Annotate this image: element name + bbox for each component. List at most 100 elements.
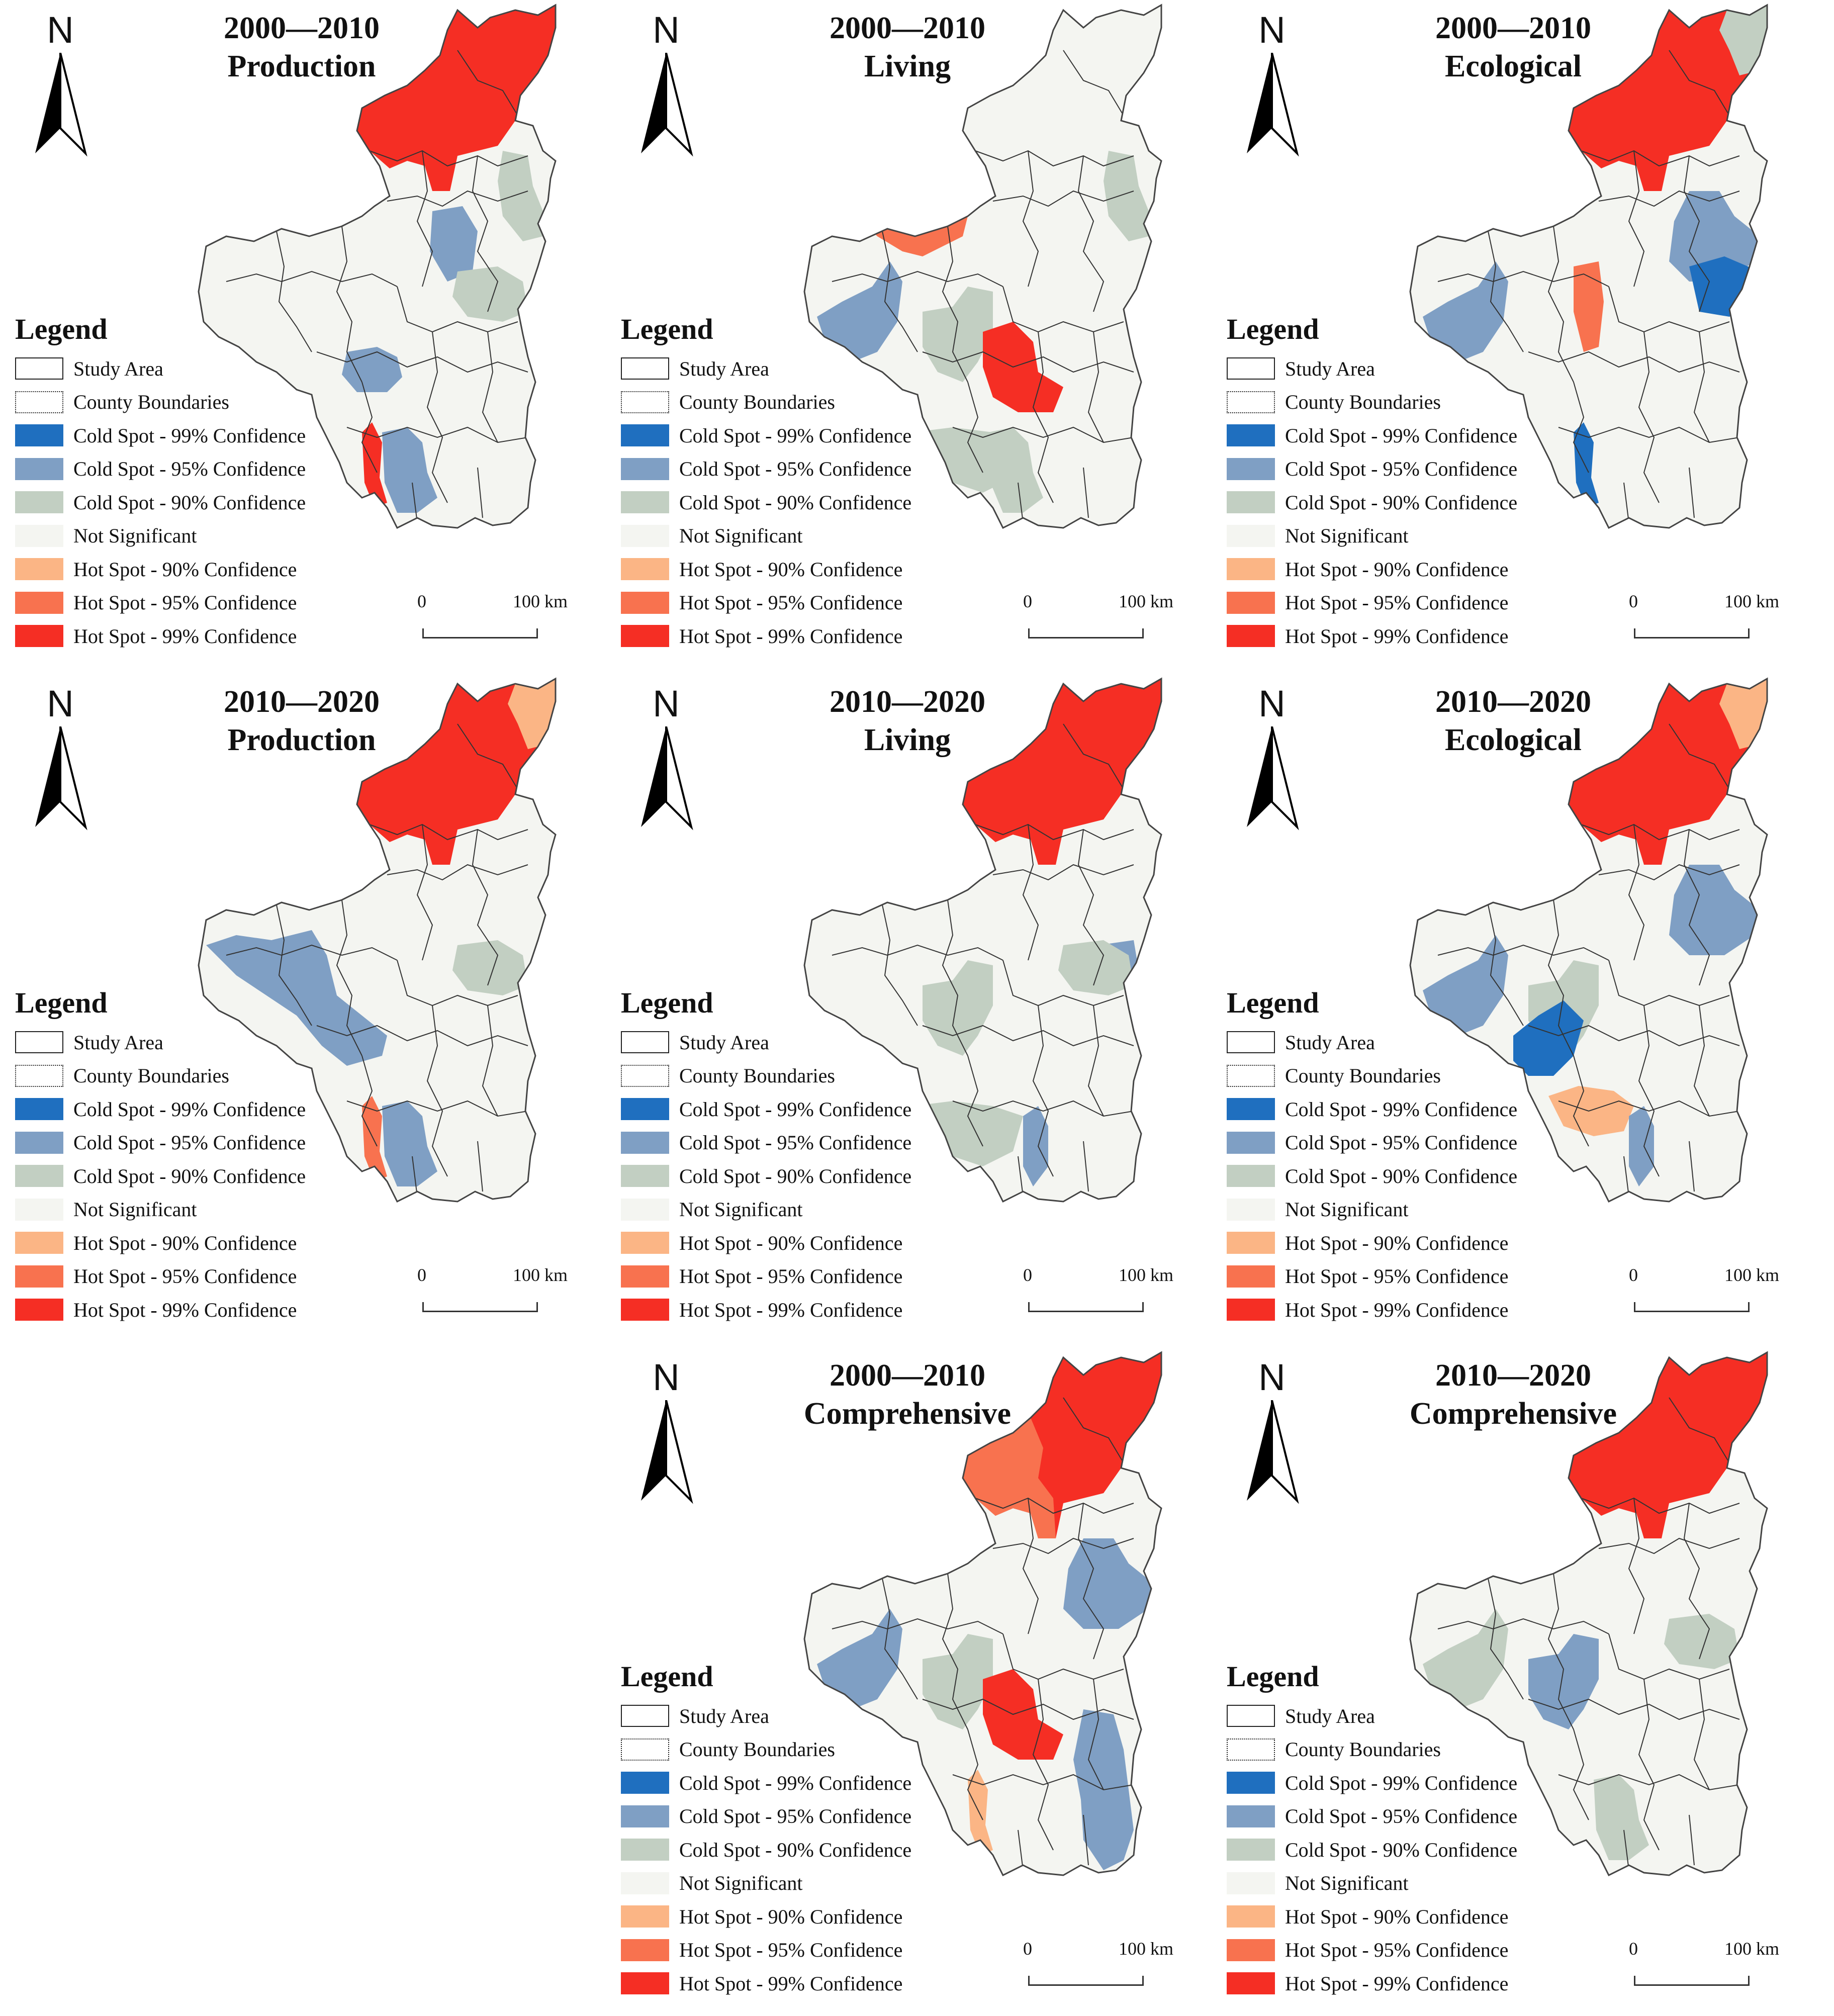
county-boundary-3: [1488, 231, 1524, 352]
zone-west-diag-cold95: [206, 930, 387, 1066]
county-boundary-5: [397, 286, 518, 333]
legend-label: County Boundaries: [1285, 391, 1441, 414]
map-panel-4: 2010—2020 Production N Legend Study Area…: [0, 674, 603, 1342]
county-boundary-5: [1608, 1633, 1730, 1680]
county-boundary-12: [952, 1100, 1134, 1117]
legend-swatch: [15, 424, 63, 447]
study-area-map: [198, 677, 557, 1203]
legend-label: Cold Spot - 90% Confidence: [679, 1164, 912, 1187]
county-boundary-14: [1689, 467, 1695, 518]
scale-bar-line: [422, 1302, 538, 1312]
legend-swatch: [621, 1738, 669, 1761]
legend: Legend Study Area County Boundaries Cold S…: [1227, 307, 1579, 653]
north-label: N: [653, 1356, 680, 1398]
legend: Legend Study Area County Boundaries Cold S…: [15, 307, 367, 653]
legend-label: Hot Spot - 95% Confidence: [1285, 1265, 1509, 1288]
legend-swatch: [1227, 1905, 1275, 1928]
legend-swatch: [1227, 357, 1275, 380]
county-boundary-10: [1638, 331, 1660, 503]
scale-bar: 0 100 km: [402, 1264, 593, 1320]
north-label: N: [1258, 683, 1286, 724]
legend-item: Hot Spot - 90% Confidence: [1227, 1226, 1579, 1260]
legend-swatch: [15, 1165, 63, 1187]
legend-swatch: [15, 1232, 63, 1254]
county-boundary-15: [1669, 723, 1730, 790]
panel-title: 2000—2010 Production: [181, 9, 422, 85]
county-boundary-4: [942, 1573, 968, 1730]
legend-item: Cold Spot - 95% Confidence: [1227, 1126, 1579, 1160]
study-area-outline: [198, 677, 557, 1203]
legend-label: County Boundaries: [679, 391, 835, 414]
legend-swatch: [621, 1872, 669, 1894]
legend-label: Hot Spot - 90% Confidence: [1285, 1231, 1509, 1254]
county-boundary-10: [1032, 1679, 1054, 1851]
county-boundary-16: [387, 190, 528, 207]
scale-bar-line: [1634, 1302, 1750, 1312]
zone-west-cold95: [817, 1609, 902, 1709]
legend-item: County Boundaries: [15, 1059, 367, 1093]
legend-label: Hot Spot - 90% Confidence: [1285, 1905, 1509, 1928]
north-label: N: [653, 683, 680, 724]
panel-title-period: 2000—2010: [224, 11, 380, 45]
county-boundary-13: [1623, 1156, 1629, 1197]
county-boundary-2: [226, 270, 398, 287]
county-boundary-1: [369, 823, 528, 841]
legend-item: Cold Spot - 99% Confidence: [621, 1092, 973, 1126]
legend-label: Cold Spot - 95% Confidence: [1285, 1805, 1518, 1828]
legend-swatch: [621, 1198, 669, 1221]
legend-label: Hot Spot - 99% Confidence: [1285, 1298, 1509, 1321]
north-arrow-icon: [35, 53, 87, 157]
county-boundary-8: [316, 351, 528, 373]
legend-item: Hot Spot - 99% Confidence: [621, 619, 973, 653]
zone-west-cold90: [1423, 1609, 1508, 1709]
legend-swatch: [1227, 558, 1275, 581]
legend-label: County Boundaries: [73, 391, 229, 414]
legend-item: Hot Spot - 90% Confidence: [621, 553, 973, 586]
map-panel-7: 2000—2010 Comprehensive N Legend Study A…: [606, 1347, 1209, 2016]
county-boundary-8: [922, 1025, 1134, 1047]
county-boundary-11: [1087, 331, 1104, 443]
legend-item: County Boundaries: [621, 1059, 973, 1093]
legend-item: Study Area: [1227, 1699, 1579, 1733]
county-boundary-4: [942, 899, 968, 1056]
zone-south-west-hot90: [968, 1770, 993, 1855]
study-area-map: [198, 4, 557, 529]
county-boundary-9: [967, 382, 983, 473]
north-arrow-icon: [1247, 726, 1299, 831]
legend-swatch: [15, 1064, 63, 1087]
scale-max-label: 100 km: [1724, 1939, 1780, 1959]
scale-zero-label: 0: [1629, 591, 1638, 611]
legend-item: Hot Spot - 90% Confidence: [15, 1226, 367, 1260]
legend-item: Hot Spot - 99% Confidence: [1227, 1967, 1579, 2000]
zone-east-mid-cold90: [452, 940, 528, 995]
legend-item: Not Significant: [621, 1867, 973, 1900]
panel-title-dimension: Ecological: [1444, 49, 1582, 83]
zone-north-tip-hot90: [508, 679, 556, 749]
county-boundary-6: [1022, 150, 1039, 287]
north-arrow: N: [633, 1356, 699, 1504]
legend-swatch: [1227, 1839, 1275, 1861]
county-boundary-13: [1018, 1829, 1024, 1871]
legend-title: Legend: [15, 986, 108, 1019]
legend-item: Not Significant: [1227, 519, 1579, 553]
county-boundary-3: [882, 1578, 918, 1700]
county-boundary-2: [832, 944, 1003, 961]
north-arrow: N: [633, 10, 699, 157]
legend-title: Legend: [1227, 1660, 1319, 1693]
county-boundary-4: [942, 226, 968, 383]
panel-title-dimension: Comprehensive: [1409, 1397, 1617, 1431]
north-label: N: [1258, 9, 1286, 51]
legend-swatch: [1227, 591, 1275, 614]
legend-label: Hot Spot - 95% Confidence: [679, 1265, 903, 1288]
legend-item: County Boundaries: [1227, 386, 1579, 419]
map-panel-2: 2000—2010 Living N Legend Study Area Coun…: [606, 0, 1209, 669]
panel-title-period: 2000—2010: [830, 11, 985, 45]
legend-swatch: [1227, 1265, 1275, 1288]
map-panel-6: 2010—2020 Ecological N Legend Study Area…: [1212, 674, 1815, 1342]
panel-title-dimension: Ecological: [1444, 723, 1582, 757]
county-boundary-14: [477, 467, 483, 518]
county-boundary-16: [1598, 864, 1740, 881]
legend-swatch: [15, 1031, 63, 1054]
legend-swatch: [1227, 1098, 1275, 1121]
county-boundary-5: [1002, 960, 1124, 1006]
